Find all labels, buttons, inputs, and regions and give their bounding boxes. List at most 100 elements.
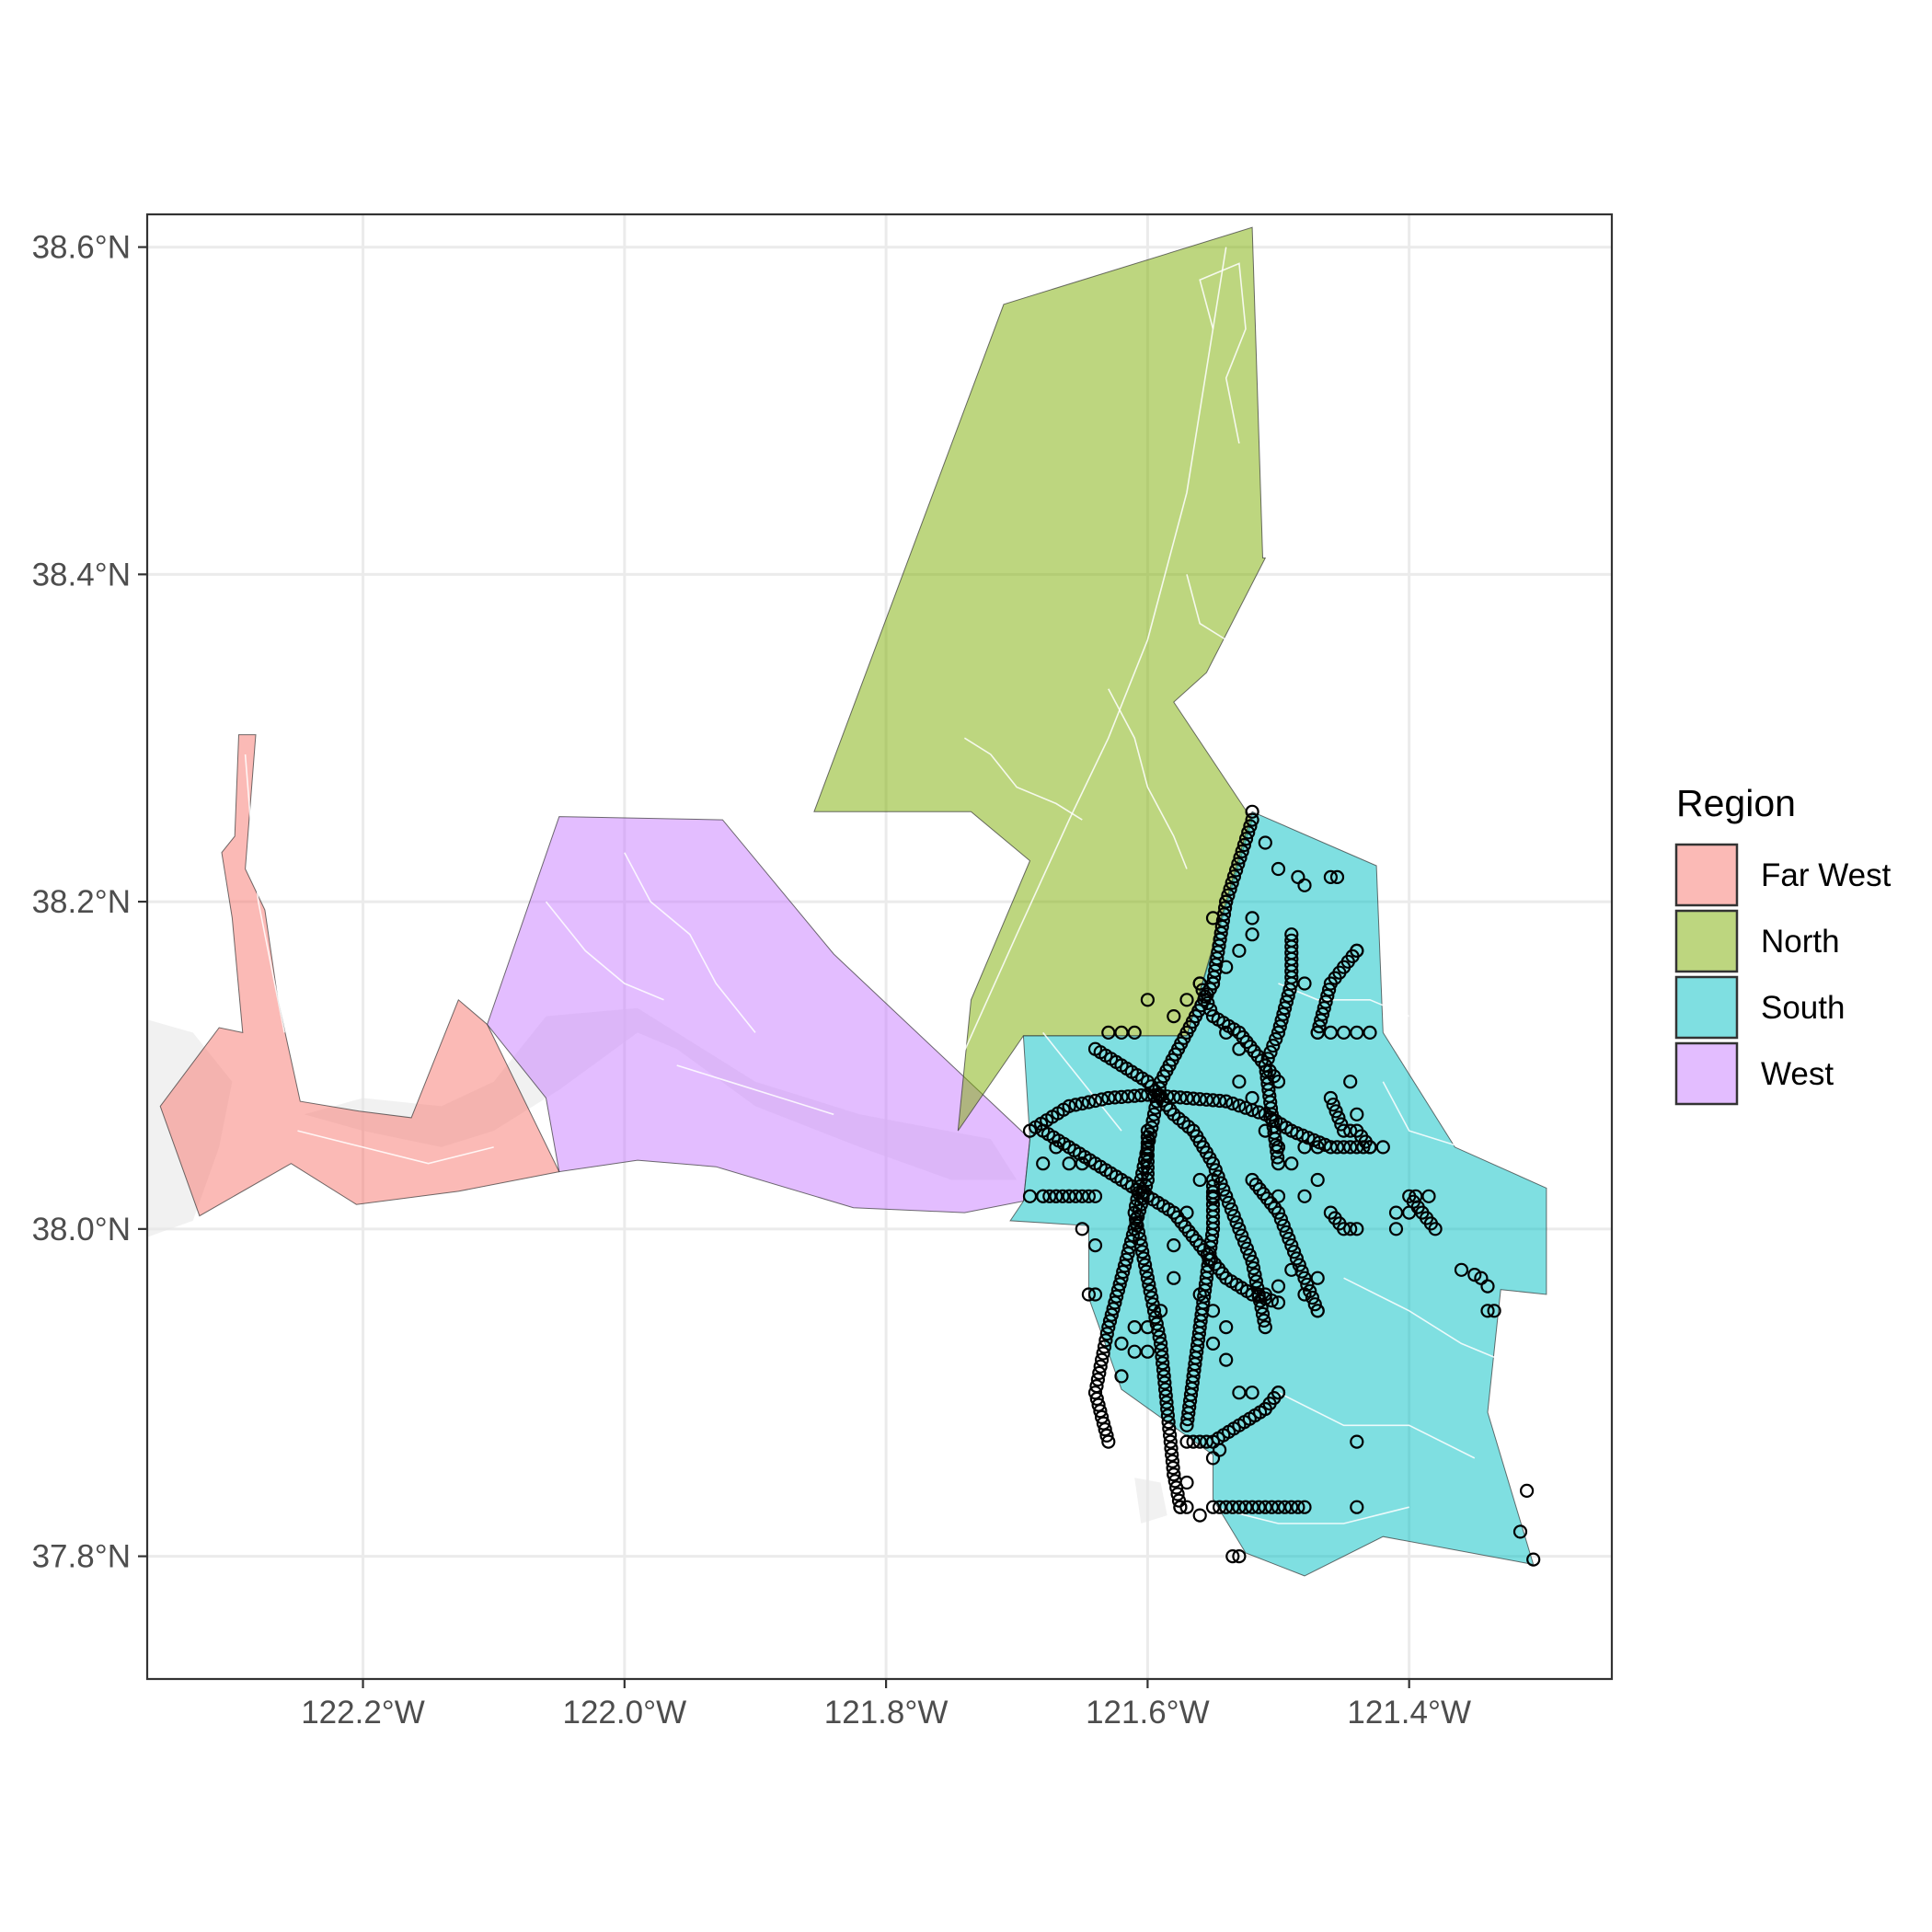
observation-point-538 <box>1350 1107 1364 1121</box>
observation-point-581 <box>1049 1189 1064 1203</box>
observation-point-252 <box>1232 1222 1247 1236</box>
observation-point-549 <box>1480 1279 1495 1294</box>
observation-point-2 <box>1241 825 1256 840</box>
stream-line-3 <box>1108 688 1188 869</box>
observation-point-253 <box>1235 1228 1249 1243</box>
observation-point-476 <box>1326 1098 1340 1112</box>
observation-point-547 <box>1467 1267 1482 1282</box>
observation-point-630 <box>1271 1386 1286 1400</box>
observation-point-242 <box>1205 1156 1221 1171</box>
observation-point-76 <box>1143 1283 1157 1299</box>
observation-point-307 <box>1092 1365 1107 1381</box>
observation-point-587 <box>1036 1156 1051 1171</box>
observation-point-609 <box>1297 1140 1312 1155</box>
observation-point-480 <box>1336 1123 1351 1138</box>
observation-point-124 <box>1108 1090 1122 1105</box>
x-tick-label-1: 122.0°W <box>563 1695 687 1731</box>
observation-point-542 <box>1421 1189 1436 1203</box>
legend-entries: Far West North South West <box>1674 843 1892 1106</box>
observation-point-259 <box>1248 1267 1262 1282</box>
observation-point-629 <box>1258 1401 1272 1417</box>
stream-line-13 <box>1343 1277 1501 1361</box>
observation-point-304 <box>1096 1346 1110 1361</box>
observation-point-72 <box>1137 1258 1153 1272</box>
observation-point-49 <box>1146 1107 1162 1121</box>
observation-point-377 <box>1274 1013 1289 1028</box>
observation-point-624 <box>1219 1319 1234 1335</box>
observation-point-462 <box>1314 1013 1328 1028</box>
legend-label-south: South <box>1761 990 1845 1026</box>
observation-point-306 <box>1093 1359 1108 1374</box>
observation-point-475 <box>1323 1090 1339 1106</box>
observation-point-568 <box>1179 1500 1194 1514</box>
observation-point-527 <box>1297 878 1312 892</box>
observation-point-136 <box>1186 1091 1201 1106</box>
observation-point-528 <box>1323 869 1339 885</box>
observation-point-117 <box>1062 1098 1076 1114</box>
observation-point-281 <box>1132 1203 1147 1218</box>
observation-point-10 <box>1225 875 1239 891</box>
observation-point-326 <box>1271 1205 1286 1220</box>
observation-point-506 <box>1081 1189 1097 1203</box>
observation-point-1 <box>1243 819 1258 834</box>
observation-point-332 <box>1286 1245 1302 1259</box>
stream-line-10 <box>1278 1391 1476 1459</box>
observation-point-91 <box>1157 1382 1173 1397</box>
observation-point-399 <box>1270 1150 1285 1165</box>
observation-point-400 <box>1271 1156 1286 1171</box>
observation-point-344 <box>1198 989 1213 1004</box>
observation-point-467 <box>1321 983 1337 997</box>
observation-point-573 <box>1140 1344 1156 1359</box>
observation-point-619 <box>1153 1304 1168 1318</box>
observation-point-373 <box>1281 988 1295 1004</box>
observation-point-625 <box>1205 1336 1221 1351</box>
regions <box>159 226 1547 1577</box>
legend-key-west <box>1674 1041 1739 1106</box>
legend-key-south <box>1674 975 1739 1040</box>
observation-point-618 <box>1167 1271 1181 1285</box>
observation-point-243 <box>1208 1163 1223 1178</box>
observation-point-563 <box>1232 1548 1247 1564</box>
observation-point-479 <box>1334 1117 1349 1132</box>
observation-point-126 <box>1121 1089 1135 1104</box>
observation-point-607 <box>1271 1140 1286 1155</box>
observation-point-519 <box>1277 1500 1293 1514</box>
observation-point-566 <box>1179 1475 1194 1490</box>
observation-point-557 <box>1310 1271 1325 1285</box>
observation-point-121 <box>1087 1093 1103 1109</box>
observation-point-251 <box>1229 1215 1244 1230</box>
observation-point-289 <box>1119 1252 1133 1267</box>
observation-point-134 <box>1173 1090 1188 1105</box>
observation-point-502 <box>1055 1189 1070 1203</box>
stream-line-9 <box>1278 983 1410 1018</box>
observation-point-589 <box>1114 1025 1129 1041</box>
observation-point-77 <box>1144 1290 1159 1305</box>
observation-point-623 <box>1205 1304 1221 1318</box>
observation-point-139 <box>1205 1093 1221 1108</box>
observation-point-626 <box>1219 1352 1234 1367</box>
observation-point-604 <box>1232 1075 1247 1089</box>
observation-point-525 <box>1271 861 1286 877</box>
observation-point-103 <box>1166 1460 1180 1476</box>
observation-point-345 <box>1201 995 1215 1011</box>
observation-point-582 <box>1036 1189 1051 1203</box>
observation-point-511 <box>1225 1500 1240 1514</box>
observation-point-596 <box>1219 960 1234 974</box>
observation-point-296 <box>1108 1295 1122 1310</box>
region-far-west <box>159 734 560 1217</box>
observation-point-558 <box>1297 1287 1312 1302</box>
observation-point-90 <box>1157 1375 1172 1390</box>
observation-point-498 <box>1428 1222 1443 1236</box>
observation-point-88 <box>1156 1363 1171 1377</box>
legend: Region Far West North South West <box>1674 782 1892 1106</box>
observation-point-513 <box>1238 1500 1253 1514</box>
observation-point-550 <box>1480 1304 1495 1318</box>
observation-point-441 <box>1179 1418 1194 1432</box>
observation-point-601 <box>1205 911 1221 926</box>
observation-point-592 <box>1140 993 1156 1007</box>
observation-point-3 <box>1238 832 1254 846</box>
observation-point-7 <box>1231 857 1246 871</box>
legend-title: Region <box>1676 782 1796 824</box>
observation-point-74 <box>1140 1271 1156 1285</box>
observation-point-585 <box>1062 1156 1076 1171</box>
